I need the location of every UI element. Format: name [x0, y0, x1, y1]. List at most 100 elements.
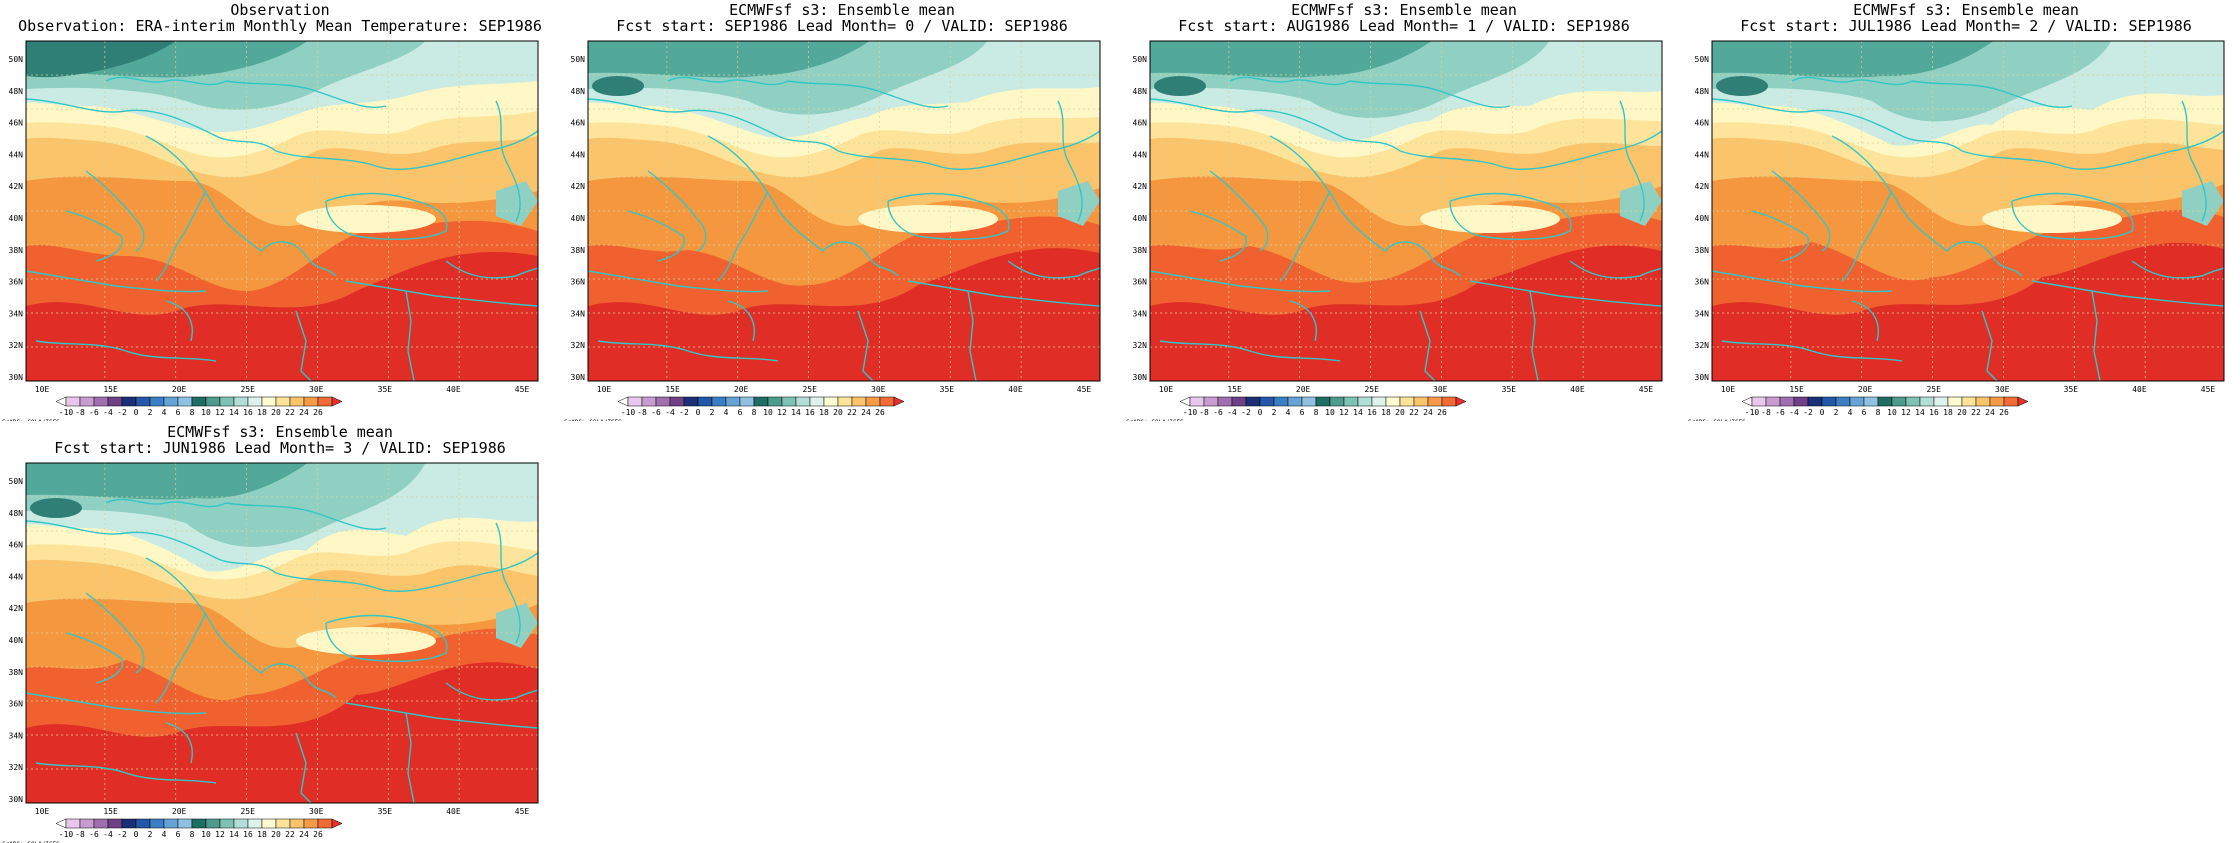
grads-credit: GrADS: COLA/IGES [2, 419, 60, 421]
coastline-path [275, 130, 538, 170]
lon-tick-label: 30E [1433, 385, 1448, 394]
coastline-path [145, 557, 262, 674]
colorbar-label: 10 [201, 408, 211, 417]
colorbar-segment [1357, 396, 1373, 407]
colorbar-segment [725, 396, 741, 407]
colorbar-segment [1287, 396, 1303, 407]
coastline-path [647, 170, 707, 252]
colorbar-label: -8 [75, 408, 85, 417]
map-panel: 50N 48N 46N 44N 42N 40N 38N 36N 34N 32N 30N 10E 15E 2… [2, 40, 539, 421]
colorbar-segment [1399, 396, 1415, 407]
colorbar-label: -2 [679, 408, 689, 417]
lat-tick-label: 48N [1695, 87, 1710, 96]
colorbar-label: 20 [1395, 408, 1405, 417]
colorbar-label: -8 [75, 830, 85, 839]
lat-tick-label: 38N [9, 246, 24, 255]
colorbar-segment [205, 396, 221, 407]
colorbar-segment [1329, 396, 1345, 407]
colorbar-label: -4 [665, 408, 675, 417]
colorbar-segment [1217, 396, 1233, 407]
colorbar-label: 26 [313, 408, 323, 417]
colorbar-segment [711, 396, 727, 407]
lat-tick-label: 44N [571, 150, 586, 159]
colorbar-label: 0 [1258, 408, 1263, 417]
coastline-path [35, 340, 217, 362]
colorbar-label: -4 [1789, 408, 1799, 417]
colorbar-segment [1779, 396, 1795, 407]
colorbar-segment [205, 818, 221, 829]
colorbar-segment [1793, 396, 1809, 407]
colorbar-segment [1807, 396, 1823, 407]
colorbar-label: 22 [285, 408, 295, 417]
colorbar-segment [753, 396, 769, 407]
lon-tick-label: 40E [1570, 385, 1585, 394]
lon-tick-label: 30E [871, 385, 886, 394]
coastline-path [1349, 80, 1511, 108]
panel-subtitle: Observation: ERA-interim Monthly Mean Te… [18, 17, 542, 35]
lon-tick-label: 45E [515, 807, 530, 816]
lat-tick-label: 44N [9, 150, 24, 159]
colorbar-label: -2 [1241, 408, 1251, 417]
colorbar-arrow-left [55, 396, 67, 407]
lat-tick-label: 36N [1133, 278, 1148, 287]
coastline-path [295, 732, 312, 803]
lon-tick-label: 35E [940, 385, 955, 394]
coastline-path [275, 552, 538, 592]
colorbar-segment [135, 396, 151, 407]
colorbar-segment [303, 396, 319, 407]
lon-tick-label: 15E [1227, 385, 1242, 394]
grads-credit: GrADS: COLA/IGES [564, 419, 622, 421]
lat-tick-label: 46N [9, 119, 24, 128]
colorbar-segment [1835, 396, 1851, 407]
coastline-path [1469, 280, 1662, 307]
lat-tick-label: 42N [9, 182, 24, 191]
lon-tick-label: 20E [172, 385, 187, 394]
lon-tick-label: 25E [1926, 385, 1941, 394]
lon-tick-label: 10E [35, 385, 50, 394]
lat-tick-label: 36N [9, 700, 24, 709]
colorbar-segment [879, 396, 895, 407]
colorbar-segment [1189, 396, 1205, 407]
colorbar-segment [149, 396, 165, 407]
coastline-path [26, 98, 277, 152]
colorbar-label: -4 [103, 408, 113, 417]
coastline-path [165, 300, 193, 342]
colorbar-label: 24 [861, 408, 871, 417]
colorbar-segment [1231, 396, 1247, 407]
colorbar-segment [65, 396, 81, 407]
coastline-path [1851, 300, 1879, 342]
colorbar-segment [163, 396, 179, 407]
lon-tick-label: 40E [1008, 385, 1023, 394]
panel-title: ECMWFsf s3: Ensemble mean [729, 1, 955, 19]
colorbar-label: 2 [148, 408, 153, 417]
colorbar-label: 24 [1985, 408, 1995, 417]
colorbar-label: 12 [777, 408, 787, 417]
coastline-path [717, 190, 769, 282]
coastline-path [65, 210, 123, 262]
colorbar-segment [135, 818, 151, 829]
colorbar-label: -6 [89, 408, 99, 417]
coastline-path [1449, 192, 1572, 240]
lon-tick-label: 25E [240, 385, 255, 394]
coastline-path [2131, 260, 2224, 279]
colorbar-label: -6 [1213, 408, 1223, 417]
lat-tick-label: 50N [1695, 55, 1710, 64]
coastline-path [1150, 98, 1401, 152]
lat-tick-label: 36N [571, 278, 586, 287]
coastline-path [1841, 190, 1893, 282]
colorbar-segment [275, 818, 291, 829]
colorbar-segment [781, 396, 797, 407]
lon-tick-label: 45E [2201, 385, 2216, 394]
colorbar-segment [177, 396, 193, 407]
colorbar-label: 4 [162, 408, 167, 417]
colorbar-label: 6 [176, 408, 181, 417]
coastline-path [495, 522, 521, 644]
coastline-path [1961, 130, 2224, 170]
temperature-field [26, 41, 538, 381]
lat-tick-label: 32N [9, 341, 24, 350]
lat-tick-label: 46N [571, 119, 586, 128]
colorbar-label: 16 [243, 408, 253, 417]
map-frame [1711, 40, 2225, 382]
colorbar-segment [1371, 396, 1387, 407]
colorbar-segment [1245, 396, 1261, 407]
